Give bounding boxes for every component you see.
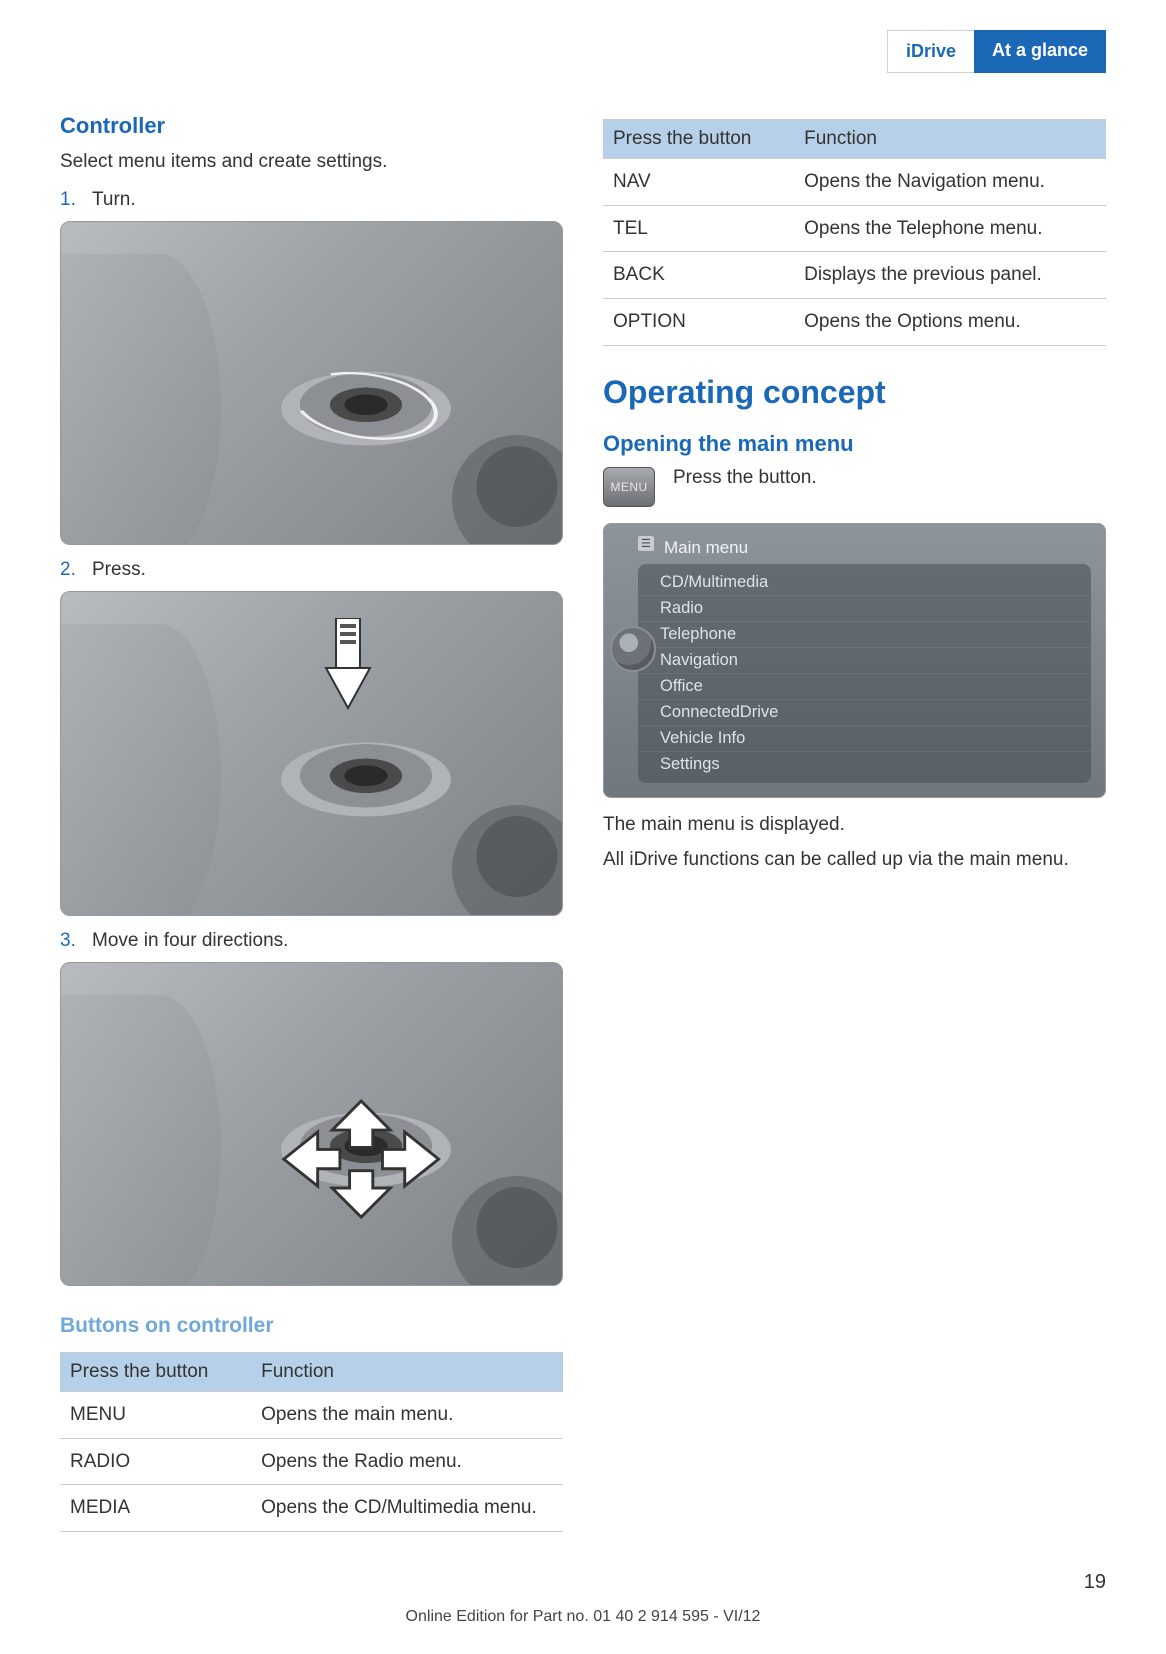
menu-item: Vehicle Info (638, 726, 1091, 752)
menu-item: Telephone (638, 622, 1091, 648)
main-menu-screenshot: Main menu CD/Multimedia Radio Telephone … (603, 523, 1106, 798)
operating-concept-heading: Operating concept (603, 374, 1106, 411)
press-button-text: Press the button. (673, 467, 817, 489)
menu-item: Office (638, 674, 1091, 700)
menu-item: Settings (638, 752, 1091, 777)
header-tabs: iDrive At a glance (60, 30, 1106, 73)
tab-at-a-glance: At a glance (974, 30, 1106, 73)
menu-item: Navigation (638, 648, 1091, 674)
figure-press (60, 591, 563, 916)
footer-text: Online Edition for Part no. 01 40 2 914 … (0, 1608, 1166, 1626)
cell-btn: MENU (60, 1392, 251, 1439)
buttons-table-left: Press the button Function MENU Opens the… (60, 1352, 563, 1532)
cell-btn: RADIO (60, 1438, 251, 1485)
main-menu-displayed-text: The main menu is displayed. (603, 812, 1106, 838)
cell-fn: Opens the CD/Multimedia menu. (251, 1485, 563, 1532)
menu-item: ConnectedDrive (638, 700, 1091, 726)
step-1: 1. Turn. (60, 189, 563, 211)
buttons-table-right: Press the button Function NAV Opens the … (603, 119, 1106, 346)
controller-desc: Select menu items and create settings. (60, 149, 563, 175)
cell-fn: Opens the Options menu. (794, 298, 1106, 345)
cell-fn: Opens the Telephone menu. (794, 205, 1106, 252)
page: iDrive At a glance Controller Select men… (0, 0, 1166, 1654)
menu-item: Radio (638, 596, 1091, 622)
left-column: Controller Select menu items and create … (60, 113, 563, 1532)
cell-btn: NAV (603, 159, 794, 206)
tab-idrive: iDrive (887, 30, 974, 73)
step-1-text: Turn. (92, 189, 136, 211)
cell-btn: TEL (603, 205, 794, 252)
cell-btn: OPTION (603, 298, 794, 345)
press-button-row: MENU Press the button. (603, 467, 1106, 507)
table-row: TEL Opens the Telephone menu. (603, 205, 1106, 252)
rotate-arrows-icon (275, 359, 458, 452)
screen-title: Main menu (638, 536, 1091, 564)
th-function-right: Function (794, 120, 1106, 159)
th-button-right: Press the button (603, 120, 794, 159)
cell-fn: Opens the Navigation menu. (794, 159, 1106, 206)
step-3-num: 3. (60, 930, 82, 952)
table-row: RADIO Opens the Radio menu. (60, 1438, 563, 1485)
table-row: NAV Opens the Navigation menu. (603, 159, 1106, 206)
cell-fn: Opens the main menu. (251, 1392, 563, 1439)
content-columns: Controller Select menu items and create … (60, 113, 1106, 1532)
th-button-left: Press the button (60, 1353, 251, 1392)
step-3-text: Move in four directions. (92, 930, 288, 952)
table-row: MENU Opens the main menu. (60, 1392, 563, 1439)
screen-list: CD/Multimedia Radio Telephone Navigation… (638, 564, 1091, 783)
cell-fn: Displays the previous panel. (794, 252, 1106, 299)
menu-button-icon: MENU (603, 467, 655, 507)
table-row: MEDIA Opens the CD/Multimedia menu. (60, 1485, 563, 1532)
four-arrows-icon (261, 1072, 461, 1227)
step-2-num: 2. (60, 559, 82, 581)
table-row: BACK Displays the previous panel. (603, 252, 1106, 299)
cell-btn: BACK (603, 252, 794, 299)
controller-heading: Controller (60, 113, 563, 139)
opening-main-menu-heading: Opening the main menu (603, 431, 1106, 457)
controller-indicator-icon (610, 626, 656, 672)
menu-item: CD/Multimedia (638, 570, 1091, 596)
figure-turn (60, 221, 563, 546)
step-2-text: Press. (92, 559, 146, 581)
all-functions-text: All iDrive functions can be called up vi… (603, 847, 1106, 873)
th-function-left: Function (251, 1353, 563, 1392)
cell-fn: Opens the Radio menu. (251, 1438, 563, 1485)
press-arrow-icon (318, 618, 378, 734)
step-3: 3. Move in four directions. (60, 930, 563, 952)
step-2: 2. Press. (60, 559, 563, 581)
page-number: 19 (1084, 1571, 1106, 1594)
buttons-on-controller-heading: Buttons on controller (60, 1314, 563, 1338)
step-1-num: 1. (60, 189, 82, 211)
right-column: Press the button Function NAV Opens the … (603, 113, 1106, 1532)
cell-btn: MEDIA (60, 1485, 251, 1532)
table-row: OPTION Opens the Options menu. (603, 298, 1106, 345)
figure-move (60, 962, 563, 1287)
